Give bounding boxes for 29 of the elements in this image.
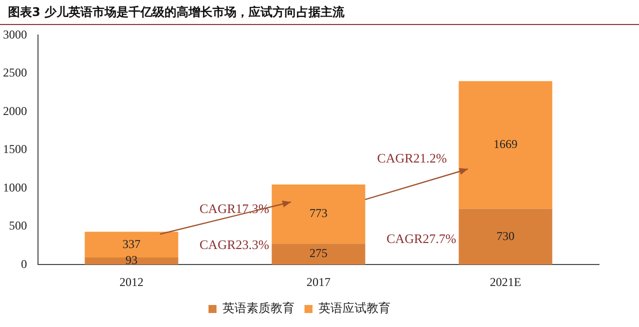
y-tick-label: 0 (21, 256, 27, 271)
x-tick-label: 2017 (306, 274, 330, 289)
data-label: 730 (496, 228, 514, 243)
data-label: 337 (122, 236, 140, 251)
legend-label: 英语应试教育 (318, 301, 390, 316)
bar (84, 232, 178, 258)
x-tick-label: 2021E (490, 274, 522, 289)
annotation: CAGR27.7% (386, 230, 456, 246)
legend-label: 英语素质教育 (222, 301, 294, 316)
data-label: 93 (126, 253, 138, 268)
bar (458, 208, 552, 265)
data-label: 773 (310, 206, 328, 220)
bar (458, 81, 552, 209)
y-tick-label: 1500 (3, 142, 27, 156)
bar (84, 257, 178, 265)
y-tick-label: 500 (9, 218, 27, 233)
y-tick-label: 2000 (3, 104, 27, 118)
y-tick-label: 2500 (3, 66, 27, 80)
bar (272, 244, 366, 265)
bar (272, 184, 366, 244)
y-tick-label: 3000 (3, 27, 27, 42)
y-tick-label: 1000 (3, 180, 27, 194)
data-label: 1669 (494, 137, 518, 152)
data-label: 275 (310, 246, 328, 260)
annotation: CAGR21.2% (377, 150, 448, 166)
x-tick-label: 2012 (120, 274, 144, 289)
annotation: CAGR23.3% (200, 236, 270, 252)
annotation: CAGR17.3% (200, 200, 270, 216)
chart-title: 图表3 少儿英语市场是千亿级的高增长市场，应试方向占据主流 (0, 0, 639, 25)
